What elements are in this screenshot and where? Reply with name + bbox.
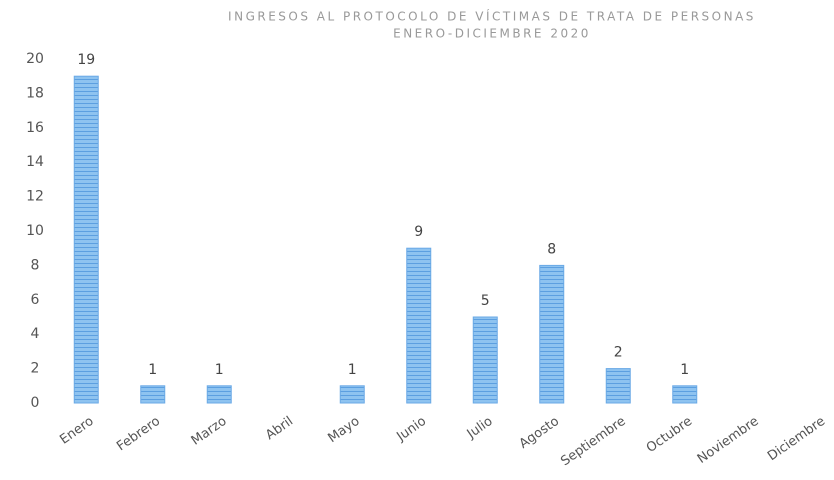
y-tick-label: 16 — [26, 120, 44, 136]
x-tick-label: Agosto — [517, 414, 562, 452]
bar — [206, 385, 232, 404]
y-tick-label: 10 — [26, 223, 44, 239]
y-tick-label: 12 — [26, 189, 44, 205]
x-tick-label: Junio — [394, 414, 430, 445]
data-label: 1 — [148, 362, 157, 378]
bar — [672, 385, 698, 404]
x-tick-label: Febrero — [114, 414, 163, 454]
y-tick-label: 2 — [31, 361, 40, 377]
y-tick-label: 18 — [26, 85, 44, 101]
x-tick-label: Julio — [464, 414, 496, 443]
x-tick-label: Noviembre — [695, 414, 762, 467]
chart-subtitle: ENERO-DICIEMBRE 2020 — [393, 27, 591, 41]
x-tick-label: Diciembre — [765, 414, 828, 464]
x-tick-label: Septiembre — [558, 414, 628, 469]
x-tick-label: Mayo — [325, 414, 362, 446]
data-label: 1 — [680, 362, 689, 378]
bar — [73, 75, 99, 404]
bar — [539, 264, 565, 404]
y-tick-label: 20 — [26, 51, 44, 67]
x-tick-label: Octubre — [644, 414, 695, 456]
data-label: 19 — [77, 52, 95, 68]
y-tick-label: 6 — [31, 292, 40, 308]
x-tick-label: Marzo — [189, 414, 230, 449]
y-tick-label: 4 — [31, 326, 40, 342]
data-label: 8 — [547, 241, 556, 257]
bar — [605, 368, 631, 404]
data-label: 1 — [215, 362, 224, 378]
chart-title: INGRESOS AL PROTOCOLO DE VÍCTIMAS DE TRA… — [228, 9, 756, 24]
bar — [472, 316, 498, 404]
bar — [406, 247, 432, 404]
data-label: 5 — [481, 293, 490, 309]
data-label: 9 — [414, 224, 423, 240]
data-label: 2 — [614, 345, 623, 361]
x-tick-label: Abril — [263, 414, 296, 443]
data-label: 1 — [348, 362, 357, 378]
y-tick-label: 14 — [26, 154, 44, 170]
bar — [140, 385, 166, 404]
bar — [339, 385, 365, 404]
y-tick-label: 0 — [31, 395, 40, 411]
x-tick-label: Enero — [57, 414, 96, 448]
y-tick-label: 8 — [31, 257, 40, 273]
